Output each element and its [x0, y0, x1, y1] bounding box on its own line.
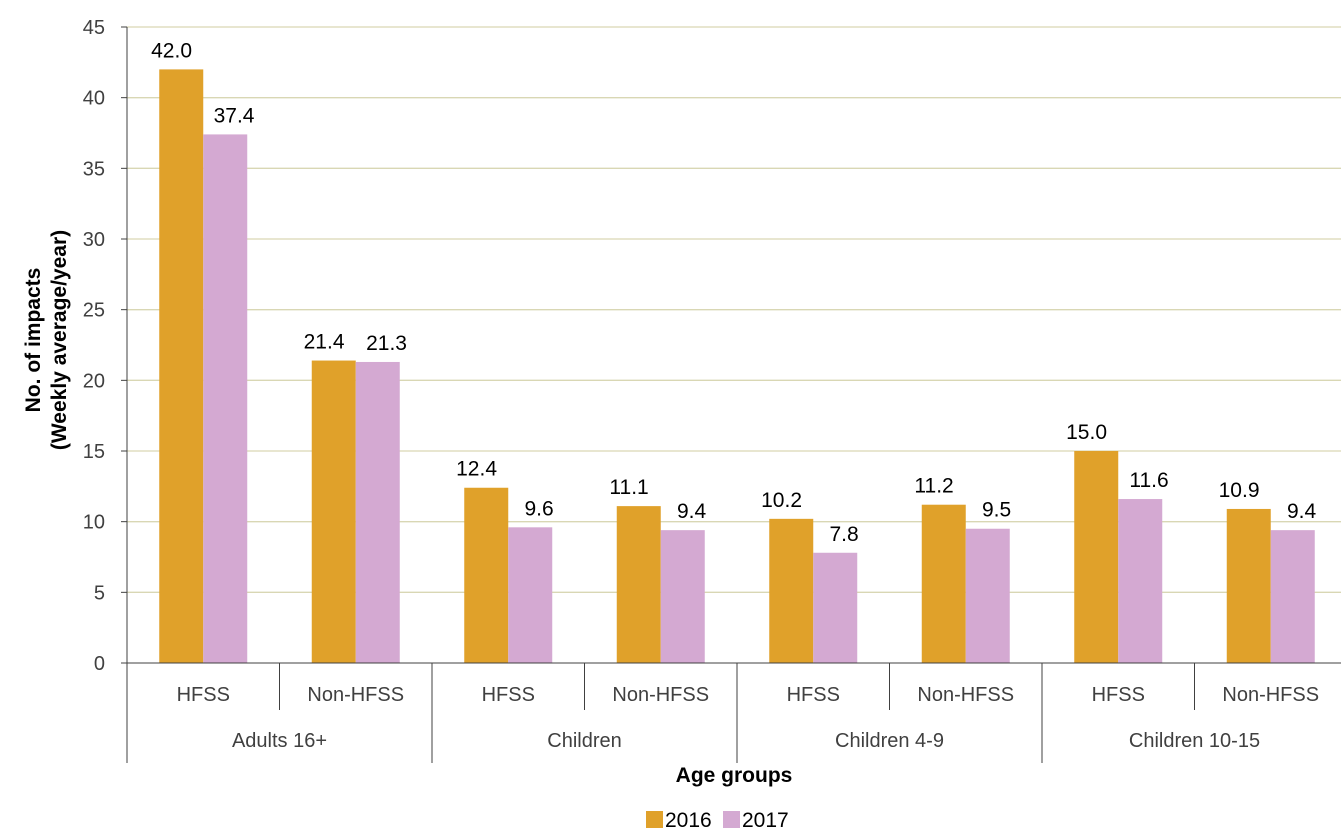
bar-2016-0 — [159, 69, 204, 663]
x-axis-title: Age groups — [676, 764, 793, 787]
data-label-2016-5: 11.2 — [914, 475, 953, 498]
data-label-2017-1: 21.3 — [366, 332, 407, 355]
category-label-1: Non-HFSS — [307, 684, 404, 706]
data-label-2017-3: 9.4 — [677, 500, 707, 523]
category-label-7: Non-HFSS — [1222, 684, 1319, 706]
bar-2016-6 — [1074, 451, 1119, 663]
legend-swatch-2017 — [723, 811, 740, 828]
legend: 2016 2017 — [646, 809, 789, 830]
bar-2016-3 — [616, 506, 661, 663]
data-label-2016-4: 10.2 — [761, 489, 802, 512]
y-tick-label: 25 — [83, 300, 105, 322]
data-label-2016-6: 15.0 — [1066, 421, 1107, 444]
y-tick-label: 0 — [94, 653, 105, 675]
data-label-2017-2: 9.6 — [524, 497, 553, 520]
data-label-2017-4: 7.8 — [829, 523, 858, 546]
bar-2016-5 — [921, 504, 966, 663]
legend-swatch-2016 — [646, 811, 663, 828]
y-tick-label: 30 — [83, 229, 105, 251]
bar-2016-1 — [311, 360, 356, 663]
data-label-2017-7: 9.4 — [1287, 500, 1317, 523]
category-label-5: Non-HFSS — [917, 684, 1014, 706]
bar-2016-2 — [464, 487, 509, 663]
y-tick-label: 20 — [83, 370, 105, 392]
data-label-2016-0: 42.0 — [151, 39, 192, 62]
bar-2016-4 — [769, 518, 814, 663]
y-tick-label: 40 — [83, 88, 105, 110]
data-label-2016-2: 12.4 — [456, 458, 497, 481]
bar-2017-0 — [203, 134, 248, 663]
y-axis-title-line-2: (Weekly average/year) — [48, 230, 71, 450]
data-label-2017-6: 11.6 — [1129, 469, 1168, 492]
labels: 0 5 10 15 20 25 30 35 40 45 42.0 37.4 HFSS 21.4 21.3 No… — [83, 17, 1319, 752]
group-label-0: Adults 16+ — [232, 730, 327, 752]
data-label-2017-5: 9.5 — [982, 499, 1011, 522]
bar-2016-7 — [1226, 508, 1271, 663]
bar-2017-4 — [813, 552, 858, 663]
legend-label-2016: 2016 — [665, 809, 712, 830]
category-label-0: HFSS — [177, 684, 230, 706]
y-axis-title-line-1: No. of impacts — [22, 268, 45, 413]
group-label-2: Children 4-9 — [835, 730, 944, 752]
bar-2017-3 — [660, 530, 705, 663]
y-tick-label: 35 — [83, 158, 105, 180]
legend-label-2017: 2017 — [742, 809, 789, 830]
y-tick-label: 15 — [83, 441, 105, 463]
y-tick-label: 5 — [94, 582, 105, 604]
axes — [121, 26, 1341, 763]
group-label-1: Children — [547, 730, 621, 752]
category-label-6: HFSS — [1092, 684, 1145, 706]
y-tick-label: 10 — [83, 512, 105, 534]
bars — [159, 69, 1315, 663]
bar-2017-7 — [1270, 530, 1315, 663]
category-label-4: HFSS — [787, 684, 840, 706]
bar-2017-5 — [965, 528, 1010, 663]
y-tick-label: 45 — [83, 17, 105, 39]
bar-2017-6 — [1118, 499, 1163, 663]
data-label-2017-0: 37.4 — [214, 104, 255, 127]
data-label-2016-7: 10.9 — [1219, 479, 1260, 502]
category-label-2: HFSS — [482, 684, 535, 706]
data-label-2016-3: 11.1 — [609, 476, 648, 499]
category-label-3: Non-HFSS — [612, 684, 709, 706]
bar-2017-2 — [508, 527, 553, 663]
group-label-3: Children 10-15 — [1129, 730, 1260, 752]
bar-2017-1 — [355, 361, 400, 663]
data-label-2016-1: 21.4 — [304, 331, 345, 354]
